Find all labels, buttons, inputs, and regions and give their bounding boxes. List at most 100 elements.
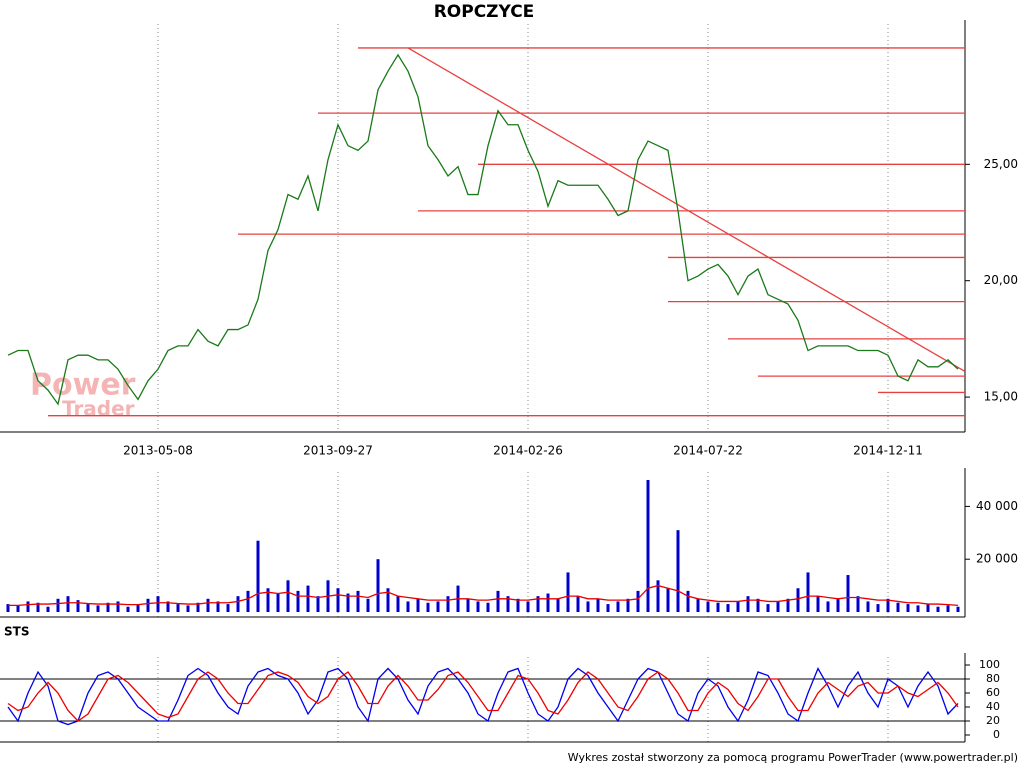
volume-bar	[566, 572, 570, 612]
y-tick-label: 25,00	[984, 157, 1018, 171]
volume-bar	[396, 596, 400, 612]
volume-bar	[576, 596, 580, 612]
volume-bar	[846, 575, 850, 612]
volume-bar	[66, 596, 70, 612]
volume-bar	[6, 604, 10, 612]
volume-bar	[46, 606, 50, 612]
watermark: Trader	[62, 397, 135, 421]
volume-bar	[756, 598, 760, 612]
volume-bar	[416, 598, 420, 612]
volume-bar	[136, 604, 140, 612]
volume-bar	[146, 598, 150, 612]
volume-bar	[236, 596, 240, 612]
volume-bar	[686, 590, 690, 612]
data-line	[7, 667, 959, 726]
watermark: Power	[30, 368, 136, 403]
x-tick-label: 2014-07-22	[673, 444, 743, 458]
volume-bar	[786, 598, 790, 612]
y-tick-label: 40 000	[976, 499, 1018, 513]
volume-bar	[486, 602, 490, 612]
volume-bar	[776, 601, 780, 612]
volume-bar	[676, 530, 680, 612]
volume-bar	[706, 601, 710, 612]
volume-bar	[426, 602, 430, 612]
volume-bar	[356, 590, 360, 612]
volume-bar	[216, 601, 220, 612]
volume-bar	[16, 605, 20, 612]
x-tick-label: 2013-09-27	[303, 444, 373, 458]
volume-bar	[156, 596, 160, 612]
volume-bar	[526, 601, 530, 612]
volume-bar	[286, 580, 290, 612]
chart-title: ROPCZYCE	[434, 2, 535, 22]
volume-bar	[506, 596, 510, 612]
panel-title: STS	[4, 625, 29, 639]
volume-bar	[626, 598, 630, 612]
volume-bar	[586, 601, 590, 612]
footer: Wykres został stworzony za pomocą progra…	[568, 751, 1018, 764]
volume-bar	[376, 559, 380, 612]
volume-bar	[266, 588, 270, 612]
x-tick-label: 2014-02-26	[493, 444, 563, 458]
y-tick-label: 15,00	[984, 390, 1018, 404]
volume-bar	[436, 601, 440, 612]
volume-bar	[86, 604, 90, 612]
volume-bar	[746, 596, 750, 612]
volume-bar	[656, 580, 660, 612]
volume-bar	[366, 598, 370, 612]
y-tick-label: 100	[979, 658, 1000, 671]
volume-bar	[126, 606, 130, 612]
volume-bar	[446, 596, 450, 612]
volume-bar	[196, 602, 200, 612]
volume-bar	[726, 604, 730, 612]
volume-bar	[296, 590, 300, 612]
volume-bar	[856, 596, 860, 612]
volume-bar	[956, 606, 960, 612]
trend-line	[407, 47, 966, 373]
y-tick-label: 80	[986, 672, 1000, 685]
volume-bar	[106, 602, 110, 612]
volume-bar	[176, 604, 180, 612]
volume-bar	[306, 585, 310, 612]
x-tick-label: 2014-12-11	[853, 444, 923, 458]
volume-bar	[796, 588, 800, 612]
volume-bar	[476, 601, 480, 612]
volume-bar	[616, 601, 620, 612]
volume-bar	[36, 602, 40, 612]
data-line	[8, 584, 959, 607]
volume-bar	[886, 598, 890, 612]
volume-bar	[946, 605, 950, 612]
volume-bar	[926, 604, 930, 612]
volume-bar	[186, 605, 190, 612]
y-tick-label: 60	[986, 686, 1000, 699]
volume-bar	[246, 590, 250, 612]
y-tick-label: 20 000	[976, 552, 1018, 566]
y-tick-label: 40	[986, 700, 1000, 713]
volume-bar	[256, 540, 260, 612]
volume-bar	[596, 598, 600, 612]
volume-bar	[166, 601, 170, 612]
volume-bar	[226, 604, 230, 612]
volume-bar	[346, 593, 350, 612]
volume-bar	[696, 598, 700, 612]
volume-bar	[76, 600, 80, 612]
volume-bar	[546, 593, 550, 612]
volume-bar	[116, 601, 120, 612]
volume-bar	[336, 588, 340, 612]
volume-bar	[806, 572, 810, 612]
volume-bar	[466, 598, 470, 612]
volume-bar	[316, 596, 320, 612]
volume-bar	[516, 598, 520, 612]
volume-bar	[826, 601, 830, 612]
volume-bar	[836, 598, 840, 612]
volume-bar	[26, 601, 30, 612]
volume-bar	[406, 601, 410, 612]
volume-bar	[896, 602, 900, 612]
data-line	[7, 53, 959, 406]
volume-bar	[496, 590, 500, 612]
volume-bar	[96, 605, 100, 612]
volume-bar	[936, 606, 940, 612]
volume-bar	[866, 601, 870, 612]
volume-bar	[646, 480, 650, 612]
